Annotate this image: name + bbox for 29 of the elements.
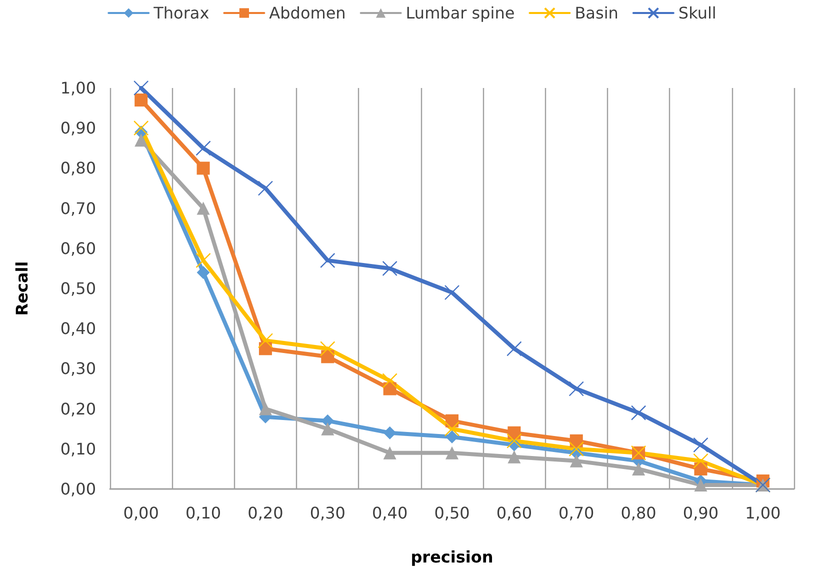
x-tick-label: 0,40 <box>372 504 408 522</box>
legend-label: Thorax <box>152 4 210 22</box>
y-tick-label: 0,20 <box>60 399 96 418</box>
y-tick-label: 0,30 <box>60 359 96 378</box>
x-tick-label: 0,70 <box>558 504 594 522</box>
y-tick-label: 0,70 <box>60 198 96 218</box>
x-tick-label: 0,10 <box>185 504 222 522</box>
y-tick-label: 0,50 <box>60 279 96 298</box>
x-axis-title: precision <box>410 548 494 566</box>
y-tick-label: 0,40 <box>60 319 96 338</box>
legend-label: Basin <box>574 4 618 22</box>
x-tick-label: 0,60 <box>496 504 532 522</box>
y-tick-label: 0,60 <box>60 238 96 258</box>
legend-label: Abdomen <box>269 4 346 22</box>
y-axis-title: Recall <box>12 261 32 316</box>
x-tick-label: 0,90 <box>682 504 719 522</box>
y-tick-label: 1,00 <box>60 78 96 98</box>
y-tick-label: 0,10 <box>60 439 96 458</box>
x-tick-label: 1,00 <box>745 504 781 522</box>
x-tick-label: 0,20 <box>248 504 284 522</box>
y-tick-label: 0,00 <box>60 480 96 498</box>
x-tick-label: 0,50 <box>434 504 470 522</box>
legend-label: Skull <box>678 4 716 22</box>
legend-label: Lumbar spine <box>406 4 515 22</box>
y-tick-label: 0,90 <box>60 118 96 138</box>
y-tick-label: 0,80 <box>60 158 96 178</box>
x-tick-label: 0,30 <box>310 504 346 522</box>
x-tick-label: 0,00 <box>123 504 159 522</box>
x-tick-label: 0,80 <box>620 504 656 522</box>
